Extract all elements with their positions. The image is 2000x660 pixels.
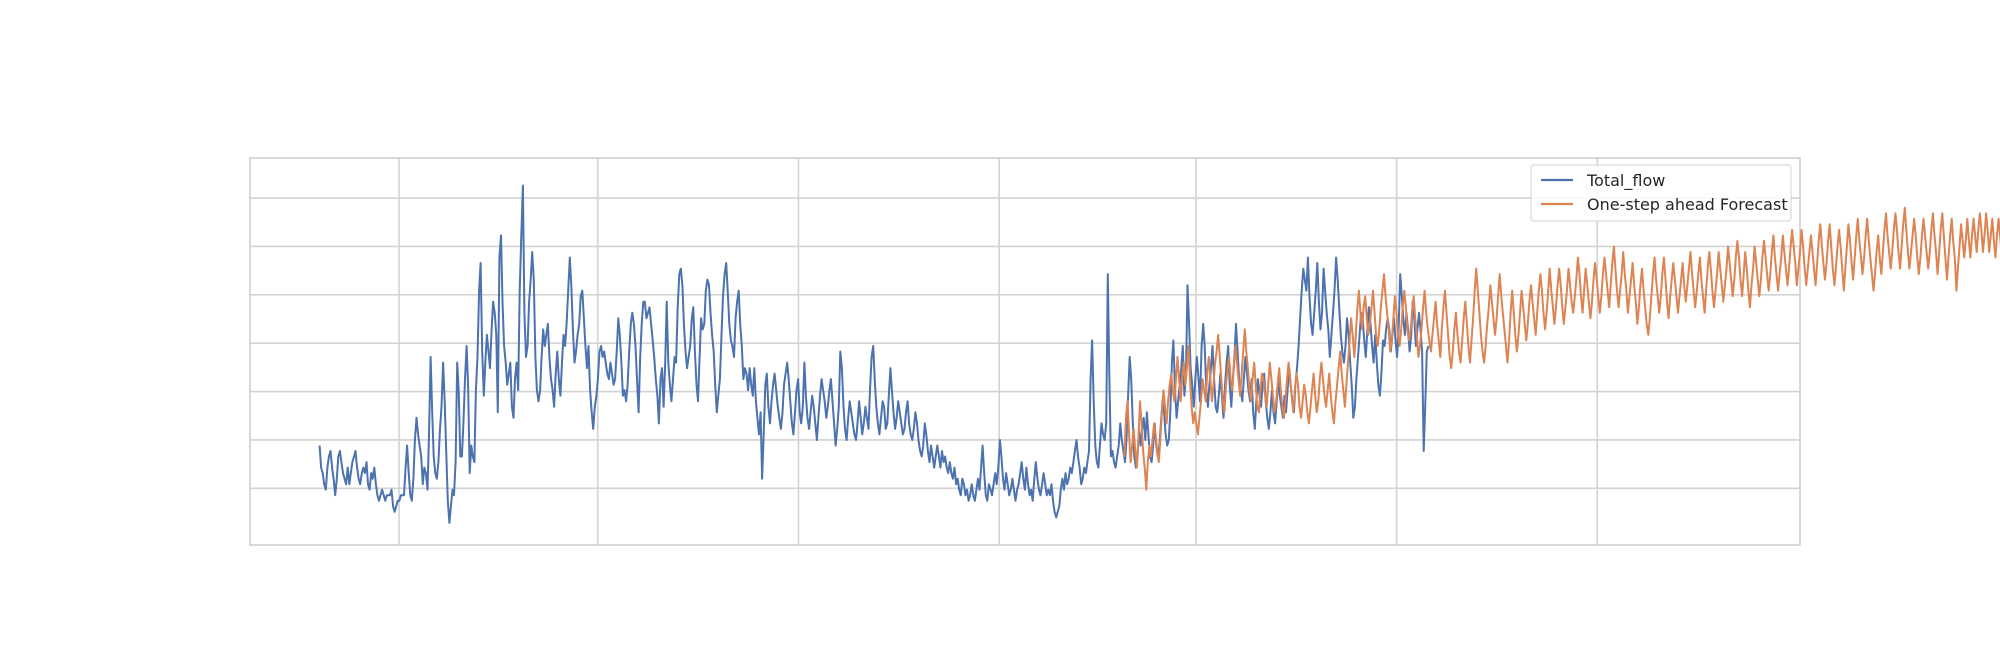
- legend-label-forecast: One-step ahead Forecast: [1587, 195, 1788, 214]
- series-line-total-flow: [318, 184, 1430, 524]
- legend-label-total-flow: Total_flow: [1586, 171, 1665, 191]
- legend-box: [1530, 164, 1792, 222]
- legend[interactable]: Total_flow One-step ahead Forecast: [1530, 164, 1792, 222]
- plot-frame: [249, 157, 1801, 546]
- series-line-forecast: [1123, 206, 2000, 491]
- series-layer: [318, 184, 2000, 524]
